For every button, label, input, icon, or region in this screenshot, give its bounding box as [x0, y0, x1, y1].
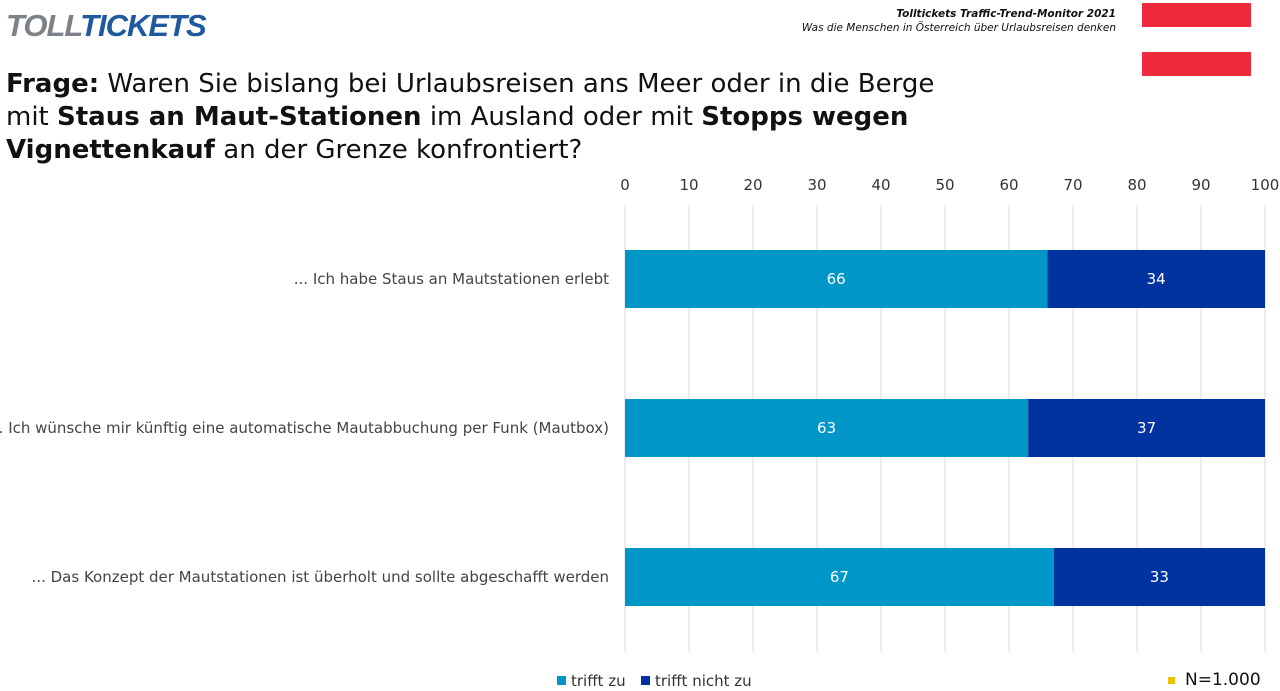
x-tick-label: 90 [1191, 176, 1210, 194]
x-tick-label: 50 [935, 176, 954, 194]
data-label: 33 [1150, 568, 1169, 586]
data-label: 34 [1147, 270, 1166, 288]
x-tick-label: 30 [807, 176, 826, 194]
logo: TOLLTICKETS [6, 8, 207, 43]
category-label: ... Ich habe Staus an Mautstationen erle… [294, 270, 609, 288]
category-label: ... Das Konzept der Mautstationen ist üb… [32, 568, 609, 586]
bar-segment [625, 250, 1048, 308]
flag-stripe-bottom [1142, 52, 1251, 76]
sample-marker-icon [1168, 676, 1175, 684]
x-tick-label: 70 [1063, 176, 1082, 194]
flag-stripe-top [1142, 3, 1251, 27]
x-tick-label: 80 [1127, 176, 1146, 194]
data-label: 63 [817, 419, 836, 437]
x-tick-label: 20 [743, 176, 762, 194]
sample-size: N=1.000 [1168, 670, 1261, 690]
data-label: 67 [830, 568, 849, 586]
bar-segment [1028, 399, 1265, 457]
x-tick-label: 10 [679, 176, 698, 194]
x-tick-label: 40 [871, 176, 890, 194]
x-tick-label: 100 [1251, 176, 1280, 194]
x-tick-label: 60 [999, 176, 1018, 194]
data-label: 37 [1137, 419, 1156, 437]
report-header: Tolltickets Traffic-Trend-Monitor 2021 Wa… [801, 8, 1116, 34]
question-title: Frage: Waren Sie bislang bei Urlaubsreis… [6, 69, 935, 165]
category-label: ... Ich wünsche mir künftig eine automat… [0, 419, 609, 437]
bar-segment [1053, 548, 1265, 606]
legend-swatch [641, 676, 650, 685]
legend-swatch [557, 676, 566, 685]
bar-segment [625, 399, 1029, 457]
x-tick-label: 0 [620, 176, 630, 194]
legend-label: trifft nicht zu [655, 672, 752, 690]
bar-segment [1047, 250, 1265, 308]
legend-label: trifft zu [571, 672, 626, 690]
data-label: 66 [827, 270, 846, 288]
bar-segment [625, 548, 1054, 606]
